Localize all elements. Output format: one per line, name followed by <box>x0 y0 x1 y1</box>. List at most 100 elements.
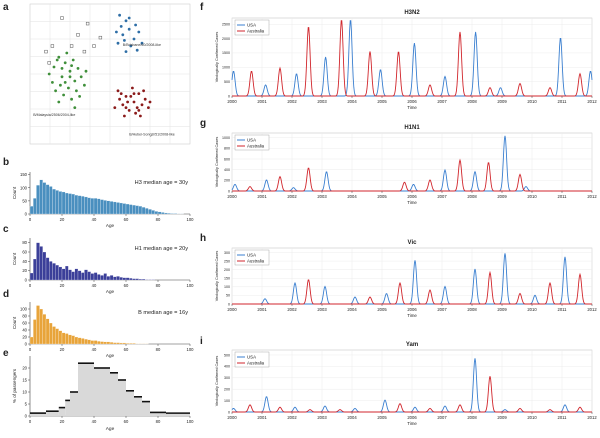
panel-a-point <box>129 44 133 48</box>
histogram-bar <box>74 194 79 215</box>
y-tick-label: 300 <box>224 376 230 380</box>
panel-a-point <box>118 97 121 101</box>
x-tick-label: 2010 <box>527 194 537 199</box>
histogram-bar <box>113 201 117 215</box>
x-tick-label: 80 <box>156 419 161 424</box>
legend-label: Australia <box>247 361 265 366</box>
histogram-bar <box>129 278 133 281</box>
y-tick-label: 60 <box>22 321 27 326</box>
passenger-bar <box>46 411 59 416</box>
y-tick-label: 250 <box>224 259 230 263</box>
y-axis-label: Count <box>12 186 17 199</box>
histogram-bar <box>116 202 120 215</box>
x-axis-label: Age <box>106 289 115 294</box>
panel-a-point <box>68 75 72 79</box>
histogram-bar <box>164 212 168 215</box>
histogram-bar <box>84 269 88 281</box>
x-tick-label: 2009 <box>497 99 507 104</box>
x-tick-label: 2012 <box>587 415 597 420</box>
histogram-bar <box>65 265 69 281</box>
passenger-bar <box>166 413 190 416</box>
histogram-bar <box>55 328 59 345</box>
panel-a-point <box>47 61 51 65</box>
panel-a-point <box>55 58 59 62</box>
legend-label: Australia <box>247 29 265 34</box>
passenger-bar <box>70 392 78 416</box>
y-tick-label: 2000 <box>222 37 230 41</box>
panel-a-point <box>135 48 139 52</box>
y-tick-label: 300 <box>224 251 230 255</box>
histogram-bar <box>77 195 82 215</box>
passenger-bar <box>118 380 126 416</box>
histogram-bar <box>52 326 56 345</box>
histogram-bar <box>145 208 149 215</box>
panel-a-point <box>124 106 128 109</box>
panel-a-point <box>137 30 141 34</box>
panel-a-point <box>73 106 77 109</box>
panel-a-point <box>127 109 131 112</box>
panel-a-point <box>92 44 96 48</box>
histogram-bar <box>49 186 53 215</box>
histogram-bar <box>65 333 69 345</box>
legend-label: Australia <box>247 144 265 149</box>
panel-a-point <box>98 35 103 40</box>
panel-a-point <box>118 13 121 17</box>
panel-a-point <box>79 75 83 79</box>
x-tick-label: 2012 <box>587 99 597 104</box>
histogram-bar <box>109 201 114 215</box>
panel-a-point <box>143 97 147 101</box>
histogram-bar <box>77 270 82 281</box>
panel-a-point <box>124 50 128 53</box>
histogram-bar <box>33 258 37 281</box>
histogram-bar <box>141 207 146 215</box>
y-tick-label: 5 <box>25 402 28 407</box>
x-tick-label: 0 <box>29 347 32 352</box>
histogram-bar <box>49 261 53 281</box>
histogram-bar <box>52 263 56 281</box>
panel-letter-g: g <box>200 118 206 129</box>
x-tick-label: 2002 <box>287 307 297 312</box>
panel-a-point <box>147 106 150 109</box>
panel-i-timeseries <box>231 349 593 414</box>
histogram-bar <box>68 193 72 215</box>
x-tick-label: 100 <box>187 347 195 352</box>
x-tick-label: 2003 <box>317 415 327 420</box>
histogram-bar <box>106 341 111 345</box>
x-tick-label: 2010 <box>527 415 537 420</box>
panel-a-annotation: B/Hubei-Songzi/51/2008-like <box>129 133 175 137</box>
histogram-bar <box>68 334 72 345</box>
x-tick-label: 2001 <box>257 307 267 312</box>
panel-f-timeseries <box>231 17 593 98</box>
histogram-bar <box>93 340 98 345</box>
y-tick-label: 500 <box>224 353 230 357</box>
panel-a-point <box>70 97 73 101</box>
panel-letter-h: h <box>200 233 206 244</box>
legend <box>234 249 270 266</box>
panel-a-point <box>127 27 131 31</box>
panel-a-point <box>76 33 80 37</box>
x-tick-label: 2001 <box>257 99 267 104</box>
histogram-bar <box>100 275 104 281</box>
panel-a-annotation: B/Malaysia/2506/2004-like <box>33 113 75 117</box>
histogram-bar <box>71 335 75 345</box>
histogram-bar <box>157 211 162 215</box>
x-tick-label: 2007 <box>437 307 447 312</box>
histogram-bar <box>122 277 127 281</box>
histogram-bar <box>100 199 104 215</box>
histogram-bar <box>106 276 111 281</box>
passenger-bar <box>110 372 118 416</box>
y-tick-label: 20 <box>22 268 27 273</box>
y-tick-label: 50 <box>22 198 27 203</box>
legend <box>234 134 270 151</box>
passenger-bar <box>94 368 102 416</box>
histogram-bar <box>173 213 178 215</box>
x-tick-label: 60 <box>124 217 129 222</box>
x-tick-label: 80 <box>156 283 161 288</box>
histogram-bar <box>122 203 127 215</box>
y-tick-label: 0 <box>25 278 28 283</box>
x-tick-label: 2006 <box>407 194 417 199</box>
histogram-bar <box>119 277 123 281</box>
x-tick-label: 40 <box>92 283 97 288</box>
x-tick-label: 2010 <box>527 99 537 104</box>
x-tick-label: 2009 <box>497 194 507 199</box>
